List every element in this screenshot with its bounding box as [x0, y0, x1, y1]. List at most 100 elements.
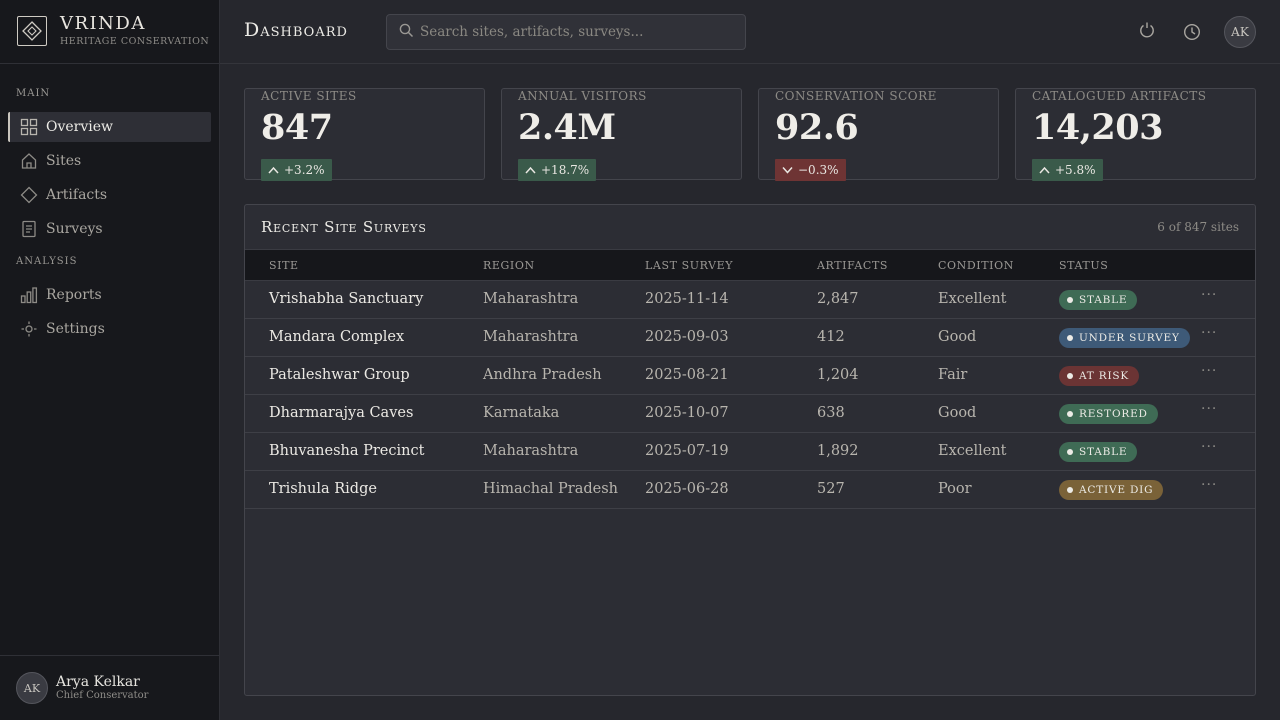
sidebar-item-label: Settings — [46, 321, 105, 337]
kpi-label: Conservation Score — [775, 89, 937, 103]
last-survey-date: 2025-06-28 — [645, 481, 729, 497]
grid-icon — [20, 118, 38, 136]
more-options-icon[interactable]: ··· — [1201, 477, 1218, 493]
sidebar: VRINDA Heritage Conservation Main Overvi… — [0, 0, 220, 720]
sidebar-item-label: Overview — [46, 119, 114, 135]
condition: Good — [938, 329, 977, 345]
status-label: Active Dig — [1079, 484, 1154, 496]
search-box[interactable] — [386, 14, 746, 50]
nav-heading-main: Main — [16, 88, 51, 99]
sidebar-item-artifacts[interactable]: Artifacts — [8, 180, 211, 210]
status-label: Stable — [1079, 446, 1128, 458]
kpi-delta-value: +3.2% — [284, 163, 325, 177]
brand: VRINDA Heritage Conservation — [0, 0, 219, 64]
table-row[interactable]: Bhuvanesha Precinct Maharashtra 2025-07-19… — [245, 433, 1255, 471]
sidebar-item-label: Sites — [46, 153, 82, 169]
panel-count: 6 of 847 sites — [1157, 220, 1239, 234]
site-name[interactable]: Pataleshwar Group — [269, 367, 410, 383]
site-name[interactable]: Trishula Ridge — [269, 481, 377, 497]
condition: Poor — [938, 481, 972, 497]
column-header-status[interactable]: Status — [1059, 259, 1109, 272]
sidebar-item-label: Surveys — [46, 221, 103, 237]
column-header-condition[interactable]: Condition — [938, 259, 1014, 272]
status-badge: At Risk — [1059, 366, 1140, 386]
status-dot-icon — [1067, 297, 1073, 303]
sidebar-item-surveys[interactable]: Surveys — [8, 214, 211, 244]
table-row[interactable]: Dharmarajya Caves Karnataka 2025-10-07 638 G… — [245, 395, 1255, 433]
power-icon[interactable] — [1137, 20, 1157, 40]
table-row[interactable]: Vrishabha Sanctuary Maharashtra 2025-11-14… — [245, 281, 1255, 319]
more-options-icon[interactable]: ··· — [1201, 439, 1218, 455]
page-title: Dashboard — [244, 19, 348, 41]
table-row[interactable]: Pataleshwar Group Andhra Pradesh 2025-08-2… — [245, 357, 1255, 395]
kpi-label: Annual Visitors — [518, 89, 647, 103]
region: Maharashtra — [483, 443, 579, 459]
status-dot-icon — [1067, 411, 1073, 417]
user-profile[interactable]: AK Arya Kelkar Chief Conservator — [0, 655, 219, 720]
logo-icon — [17, 16, 47, 46]
table-row[interactable]: Trishula Ridge Himachal Pradesh 2025-06-28… — [245, 471, 1255, 509]
kpi-delta: +5.8% — [1032, 159, 1103, 181]
region: Himachal Pradesh — [483, 481, 619, 497]
avatar: AK — [16, 672, 48, 704]
chevron-up-icon — [1039, 166, 1050, 174]
home-icon — [20, 152, 38, 170]
user-name: Arya Kelkar — [56, 674, 140, 690]
kpi-value: 14,203 — [1032, 107, 1163, 148]
sidebar-item-overview[interactable]: Overview — [8, 112, 211, 142]
artifact-count: 527 — [817, 481, 845, 497]
status-label: Restored — [1079, 408, 1148, 420]
status-badge: Under Survey — [1059, 328, 1190, 348]
condition: Fair — [938, 367, 968, 383]
kpi-delta: −0.3% — [775, 159, 846, 181]
clock-icon[interactable] — [1182, 22, 1202, 42]
more-options-icon[interactable]: ··· — [1201, 325, 1218, 341]
status-dot-icon — [1067, 373, 1073, 379]
artifact-count: 638 — [817, 405, 845, 421]
more-options-icon[interactable]: ··· — [1201, 363, 1218, 379]
brand-name: VRINDA — [60, 13, 146, 34]
avatar[interactable]: AK — [1224, 16, 1256, 48]
gear-icon — [20, 320, 38, 338]
last-survey-date: 2025-09-03 — [645, 329, 729, 345]
column-header-last-survey[interactable]: Last Survey — [645, 259, 734, 272]
more-options-icon[interactable]: ··· — [1201, 287, 1218, 303]
sidebar-item-label: Artifacts — [46, 187, 108, 203]
chevron-down-icon — [782, 166, 793, 174]
site-name[interactable]: Vrishabha Sanctuary — [269, 291, 424, 307]
kpi-value: 847 — [261, 107, 333, 148]
user-role: Chief Conservator — [56, 690, 149, 701]
kpi-value: 2.4M — [518, 107, 616, 148]
bar-chart-icon — [20, 286, 38, 304]
status-dot-icon — [1067, 487, 1073, 493]
sidebar-item-label: Reports — [46, 287, 102, 303]
sidebar-item-sites[interactable]: Sites — [8, 146, 211, 176]
chevron-up-icon — [268, 166, 279, 174]
kpi-label: Active Sites — [261, 89, 357, 103]
kpi-delta: +3.2% — [261, 159, 332, 181]
status-badge: Stable — [1059, 442, 1138, 462]
sidebar-item-settings[interactable]: Settings — [8, 314, 211, 344]
site-name[interactable]: Dharmarajya Caves — [269, 405, 414, 421]
panel-title: Recent Site Surveys — [261, 218, 427, 236]
last-survey-date: 2025-08-21 — [645, 367, 729, 383]
status-dot-icon — [1067, 335, 1073, 341]
kpi-delta: +18.7% — [518, 159, 597, 181]
search-input[interactable] — [420, 24, 740, 40]
last-survey-date: 2025-11-14 — [645, 291, 729, 307]
kpi-card-active-sites: Active Sites 847 +3.2% — [244, 88, 485, 181]
region: Andhra Pradesh — [483, 367, 602, 383]
more-options-icon[interactable]: ··· — [1201, 401, 1218, 417]
kpi-label: Catalogued Artifacts — [1032, 89, 1207, 103]
status-badge: Active Dig — [1059, 480, 1164, 500]
site-name[interactable]: Bhuvanesha Precinct — [269, 443, 425, 459]
column-header-region[interactable]: Region — [483, 259, 535, 272]
column-header-site[interactable]: Site — [269, 259, 299, 272]
condition: Excellent — [938, 291, 1007, 307]
status-dot-icon — [1067, 449, 1073, 455]
table-row[interactable]: Mandara Complex Maharashtra 2025-09-03 412 G… — [245, 319, 1255, 357]
column-header-artifacts[interactable]: Artifacts — [817, 259, 889, 272]
sidebar-item-reports[interactable]: Reports — [8, 280, 211, 310]
kpi-value: 92.6 — [775, 107, 859, 148]
site-name[interactable]: Mandara Complex — [269, 329, 405, 345]
